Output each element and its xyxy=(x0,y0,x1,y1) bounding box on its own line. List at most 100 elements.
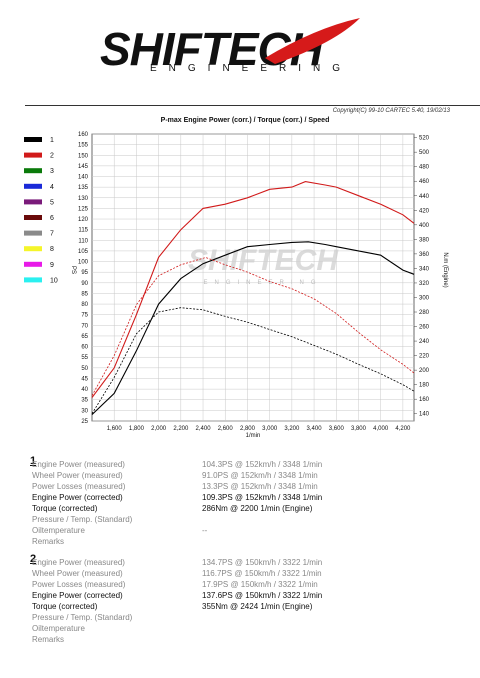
result-value: 104.3PS @ 152km/h / 3348 1/min xyxy=(202,460,323,469)
y-tick-left: 55 xyxy=(81,355,88,361)
result-row: Power Losses (measured) 13.3PS @ 152km/h … xyxy=(32,482,352,493)
series-line-1-power xyxy=(91,241,415,415)
x-tick: 2,800 xyxy=(240,426,256,432)
y-tick-right: 220 xyxy=(419,354,430,360)
divider xyxy=(25,105,480,106)
x-tick: 4,200 xyxy=(395,426,411,432)
y-axis-label-right: N.m (Engine) xyxy=(442,252,448,287)
y-tick-left: 100 xyxy=(78,260,89,266)
result-row: Engine Power (corrected) 137.6PS @ 150km/… xyxy=(32,591,352,602)
y-tick-right: 380 xyxy=(419,237,430,243)
result-row: Pressure / Temp. (Standard) xyxy=(32,515,352,526)
result-row: Wheel Power (measured) 91.0PS @ 152km/h /… xyxy=(32,471,352,482)
result-label: Remarks xyxy=(32,537,65,546)
y-tick-left: 115 xyxy=(78,228,88,234)
y-tick-right: 140 xyxy=(419,412,430,418)
legend-label-2: 2 xyxy=(50,153,54,160)
y-tick-left: 65 xyxy=(81,334,88,340)
y-tick-right: 460 xyxy=(419,179,430,185)
chart-title: P-max Engine Power (corr.) / Torque (cor… xyxy=(161,117,330,124)
y-tick-left: 145 xyxy=(78,164,89,170)
legend-swatch-7 xyxy=(24,230,42,236)
result-value: 17.9PS @ 150km/h / 3322 1/min xyxy=(202,580,318,589)
y-tick-left: 85 xyxy=(81,291,88,297)
result-value: 91.0PS @ 152km/h / 3348 1/min xyxy=(202,471,318,480)
result-label: Wheel Power (measured) xyxy=(32,569,123,578)
x-axis-label: 1/min xyxy=(246,433,261,439)
result-row: Torque (corrected) 286Nm @ 2200 1/min (En… xyxy=(32,504,352,515)
result-number-1: 1 xyxy=(30,455,37,467)
result-row: Remarks xyxy=(32,635,352,646)
result-label: Torque (corrected) xyxy=(32,602,98,611)
y-tick-left: 30 xyxy=(81,408,88,414)
result-value: 13.3PS @ 152km/h / 3348 1/min xyxy=(202,482,318,491)
result-value: 286Nm @ 2200 1/min (Engine) xyxy=(202,504,313,513)
watermark-tagline: ENGINEERING xyxy=(203,280,322,286)
result-value: 116.7PS @ 150km/h / 3322 1/min xyxy=(202,569,322,578)
y-tick-left: 95 xyxy=(81,270,88,276)
legend-swatch-8 xyxy=(24,246,42,252)
result-value: -- xyxy=(202,526,208,535)
y-tick-right: 500 xyxy=(419,150,430,156)
legend-label-5: 5 xyxy=(50,199,54,206)
result-row: Pressure / Temp. (Standard) xyxy=(32,613,352,624)
result-label: Oiltemperature xyxy=(32,624,85,633)
copyright-text: Copyright(C) 99-10 CARTEC 5.40, 19/02/13 xyxy=(332,108,450,114)
result-row: Engine Power (measured) 134.7PS @ 150km/h… xyxy=(32,558,352,569)
result-label: Engine Power (measured) xyxy=(32,460,125,469)
legend-label-6: 6 xyxy=(50,215,54,222)
y-tick-left: 70 xyxy=(81,323,88,329)
x-tick: 2,600 xyxy=(218,426,234,432)
legend-swatch-4 xyxy=(24,183,42,189)
result-value: 355Nm @ 2424 1/min (Engine) xyxy=(202,602,313,611)
result-value: 134.7PS @ 150km/h / 3322 1/min xyxy=(202,558,323,567)
x-tick: 3,800 xyxy=(351,426,367,432)
logo-swoosh xyxy=(265,18,360,64)
y-tick-left: 25 xyxy=(81,419,88,425)
y-tick-right: 520 xyxy=(419,136,430,142)
y-tick-right: 400 xyxy=(419,223,430,229)
legend-swatch-10 xyxy=(24,277,42,283)
y-tick-left: 35 xyxy=(81,398,88,404)
legend-label-9: 9 xyxy=(50,262,54,269)
y-tick-left: 40 xyxy=(81,387,88,393)
legend-label-4: 4 xyxy=(50,184,54,191)
y-tick-left: 75 xyxy=(81,313,88,319)
result-number-2: 2 xyxy=(30,553,37,565)
y-tick-left: 60 xyxy=(81,345,88,351)
legend-swatch-2 xyxy=(24,152,42,158)
result-row: Torque (corrected) 355Nm @ 2424 1/min (En… xyxy=(32,602,352,613)
result-label: Engine Power (corrected) xyxy=(32,493,123,502)
brand-tagline: ENGINEERING xyxy=(150,63,353,74)
x-tick: 3,200 xyxy=(284,426,300,432)
result-label: Engine Power (measured) xyxy=(32,558,125,567)
legend-swatch-1 xyxy=(24,137,42,142)
legend-label-10: 10 xyxy=(50,277,58,284)
y-tick-left: 140 xyxy=(78,175,89,181)
y-tick-left: 160 xyxy=(78,132,89,138)
y-tick-left: 130 xyxy=(78,196,89,202)
y-tick-right: 200 xyxy=(419,368,430,374)
result-label: Wheel Power (measured) xyxy=(32,471,123,480)
y-tick-right: 260 xyxy=(419,325,430,331)
y-tick-left: 105 xyxy=(78,249,89,255)
y-tick-left: 120 xyxy=(78,217,89,223)
y-tick-right: 480 xyxy=(419,165,430,171)
x-tick: 2,200 xyxy=(173,426,189,432)
result-value: 137.6PS @ 150km/h / 3322 1/min xyxy=(202,591,323,600)
y-tick-left: 125 xyxy=(78,206,89,212)
y-tick-left: 50 xyxy=(81,366,88,372)
y-tick-right: 320 xyxy=(419,281,430,287)
plot-area xyxy=(91,133,415,422)
result-row: Wheel Power (measured) 116.7PS @ 150km/h … xyxy=(32,569,352,580)
result-row: Remarks xyxy=(32,537,352,548)
result-label: Power Losses (measured) xyxy=(32,580,126,589)
result-label: Pressure / Temp. (Standard) xyxy=(32,613,133,622)
series-line-2-torque xyxy=(91,257,415,396)
legend-swatch-3 xyxy=(24,168,42,174)
result-label: Remarks xyxy=(32,635,65,644)
y-tick-right: 300 xyxy=(419,295,430,301)
result-row: Oiltemperature -- xyxy=(32,526,352,537)
result-label: Oiltemperature xyxy=(32,526,85,535)
y-tick-left: 155 xyxy=(78,143,89,149)
